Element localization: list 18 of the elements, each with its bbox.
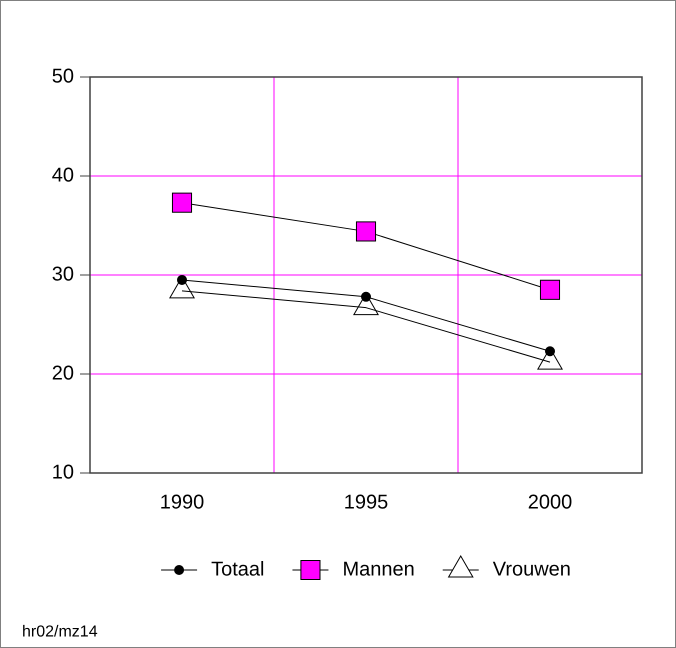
x-tick-label: 2000: [528, 492, 572, 514]
point: [172, 192, 192, 213]
y-tick-label: 40: [52, 164, 74, 187]
text: hr02/mz14: [22, 623, 98, 640]
y-tick-label: 10: [52, 462, 74, 484]
legend-label: Totaal: [211, 558, 264, 581]
point: [361, 292, 371, 302]
point: [545, 346, 555, 356]
point: [356, 221, 376, 242]
legend-label: Vrouwen: [492, 558, 571, 581]
y-tick-label: 30: [52, 264, 74, 286]
point: [177, 274, 187, 285]
x-tick-label: 1990: [160, 492, 204, 514]
point: [540, 280, 560, 300]
legend-label: Mannen: [342, 558, 415, 581]
y-tick-label: 50: [52, 66, 74, 88]
y-tick-label: 20: [52, 362, 74, 385]
x-tick-label: 1995: [344, 492, 388, 514]
